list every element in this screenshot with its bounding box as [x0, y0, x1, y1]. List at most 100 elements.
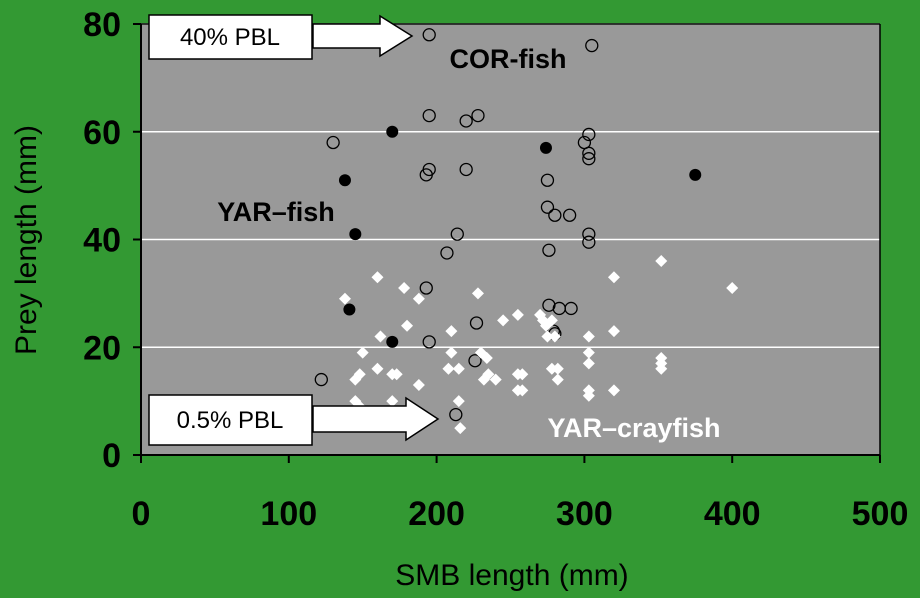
- point-open-circle-15: [548, 208, 562, 222]
- point-filled-circle-3: [338, 174, 351, 187]
- callout-05-pbl-text: 0.5% PBL: [177, 407, 284, 434]
- y-tick-label-20: 20: [83, 329, 121, 367]
- y-tick-label-80: 80: [83, 6, 121, 44]
- point-diamond-49: [582, 389, 595, 402]
- x-axis-title: SMB length (mm): [395, 559, 628, 592]
- point-diamond-0: [371, 271, 384, 284]
- point-open-circle-29: [422, 335, 436, 349]
- point-open-circle-22: [419, 281, 433, 295]
- point-diamond-1: [607, 271, 620, 284]
- point-diamond-45: [412, 378, 425, 391]
- point-diamond-30: [371, 362, 384, 375]
- point-diamond-26: [582, 357, 595, 370]
- x-tick-label-0: 0: [132, 495, 151, 533]
- point-diamond-55: [454, 422, 467, 435]
- point-open-circle-16: [562, 208, 577, 222]
- tick-labels: 0 100 200 300 400 500 0 20 40 60 80: [83, 6, 908, 533]
- point-open-circle-18: [582, 235, 596, 249]
- point-diamond-54: [452, 395, 465, 408]
- point-diamond-29: [655, 362, 668, 375]
- point-filled-circle-0: [386, 125, 399, 138]
- point-diamond-35: [442, 362, 455, 375]
- point-diamond-7: [471, 287, 484, 300]
- point-diamond-21: [356, 346, 369, 359]
- point-open-circle-5: [459, 114, 473, 128]
- point-open-circle-8: [459, 162, 473, 177]
- cor-fish-label: COR-fish: [450, 44, 567, 74]
- y-tick-label-0: 0: [102, 437, 121, 475]
- point-diamond-13: [545, 314, 558, 327]
- point-diamond-34: [353, 368, 366, 381]
- point-open-circle-10: [582, 127, 596, 142]
- point-filled-circle-4: [349, 228, 362, 241]
- point-diamond-6: [412, 292, 425, 305]
- point-diamond-53: [386, 395, 399, 408]
- point-diamond-11: [511, 308, 524, 321]
- point-open-circle-17: [582, 227, 596, 241]
- point-diamond-18: [401, 319, 414, 332]
- callout-05-pbl-box: [148, 394, 313, 446]
- callout-40-pbl-text: 40% PBL: [180, 24, 280, 51]
- data-points: [314, 28, 739, 435]
- y-axis-title: Prey length (mm): [10, 125, 43, 355]
- point-diamond-3: [726, 281, 739, 294]
- point-open-circle-26: [469, 316, 484, 330]
- point-diamond-22: [445, 346, 458, 359]
- yar-crayfish-label: YAR–crayfish: [547, 413, 720, 443]
- point-diamond-36: [452, 362, 465, 375]
- x-tick-label-100: 100: [260, 495, 317, 533]
- point-diamond-16: [582, 330, 595, 343]
- point-open-circle-4: [471, 108, 485, 123]
- point-diamond-32: [390, 368, 403, 381]
- point-open-circle-12: [582, 152, 596, 166]
- point-diamond-50: [607, 384, 620, 397]
- point-open-circle-2: [326, 135, 340, 150]
- point-diamond-17: [607, 325, 620, 338]
- callout-40-pbl: 40% PBL: [148, 14, 414, 60]
- callout-40-pbl-box: [148, 14, 313, 60]
- point-open-circle-25: [564, 301, 578, 316]
- x-tick-label-400: 400: [704, 495, 761, 533]
- point-open-circle-31: [314, 372, 328, 387]
- callout-05-pbl: 0.5% PBL: [148, 394, 440, 446]
- point-diamond-38: [482, 368, 495, 381]
- point-open-circle-20: [440, 246, 454, 260]
- point-diamond-20: [445, 325, 458, 338]
- callout-40-pbl-arrow: [312, 14, 414, 58]
- point-diamond-19: [374, 330, 387, 343]
- point-diamond-14: [548, 330, 561, 343]
- point-diamond-15: [541, 330, 554, 343]
- point-open-circle-1: [585, 38, 599, 53]
- y-tick-label-60: 60: [83, 114, 121, 152]
- point-filled-circle-5: [343, 303, 356, 316]
- point-open-circle-0: [422, 28, 436, 42]
- y-tick-label-40: 40: [83, 222, 121, 260]
- point-open-circle-14: [540, 200, 555, 214]
- point-open-circle-19: [450, 227, 464, 241]
- point-diamond-12: [497, 314, 510, 327]
- point-diamond-43: [551, 362, 564, 375]
- point-filled-circle-1: [539, 141, 552, 154]
- point-open-circle-13: [540, 173, 555, 187]
- point-open-circle-32: [449, 407, 463, 422]
- callout-05-pbl-arrow: [312, 396, 440, 442]
- point-filled-circle-2: [689, 168, 702, 181]
- point-diamond-24: [480, 352, 493, 365]
- x-tick-label-300: 300: [556, 495, 613, 533]
- point-diamond-41: [516, 368, 529, 381]
- point-diamond-39: [489, 373, 502, 386]
- point-open-circle-7: [419, 168, 433, 182]
- point-diamond-5: [398, 281, 411, 294]
- x-tick-label-200: 200: [408, 495, 465, 533]
- point-diamond-44: [551, 373, 564, 386]
- point-filled-circle-6: [386, 335, 399, 348]
- yar-fish-label: YAR–fish: [217, 197, 335, 227]
- point-diamond-47: [516, 384, 529, 397]
- x-tick-label-500: 500: [852, 495, 909, 533]
- point-open-circle-30: [468, 354, 482, 368]
- point-diamond-4: [338, 292, 351, 305]
- point-open-circle-21: [542, 243, 556, 257]
- point-diamond-25: [582, 346, 595, 359]
- point-open-circle-11: [582, 146, 596, 160]
